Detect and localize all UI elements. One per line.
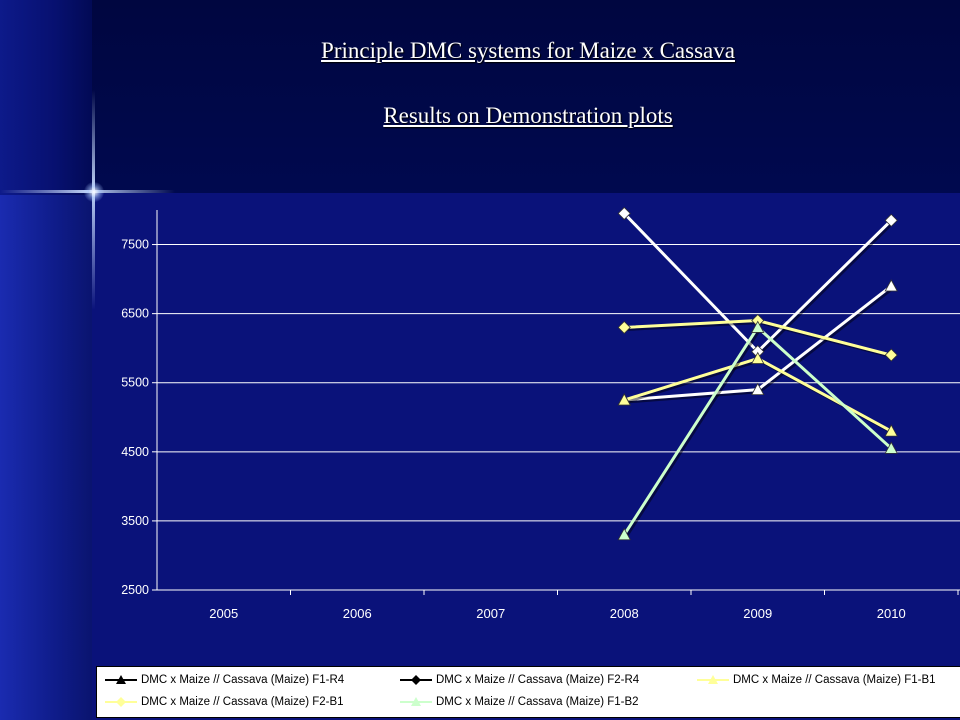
legend-swatch-4	[400, 697, 432, 706]
series-3-point-3	[617, 320, 631, 335]
slide-title: Principle DMC systems for Maize x Cassav…	[321, 38, 735, 63]
series-2-point-3	[617, 393, 631, 406]
series-4-point-4	[751, 320, 765, 333]
legend-swatch-2	[697, 675, 729, 684]
series-0-point-5	[884, 279, 898, 292]
ytick-label-2: 4500	[121, 445, 149, 459]
series-1-point-5	[884, 213, 898, 227]
series-shadow-1	[625, 214, 895, 356]
series-1-point-3	[617, 206, 631, 221]
line-chart: 2500 3500 4500 5500 6500 7500 2005 2006 2007 2008…	[121, 206, 960, 621]
plot-background	[92, 193, 960, 720]
xtick-label-1: 2006	[343, 606, 372, 621]
legend-swatch-0	[105, 675, 137, 684]
background-left-top	[0, 0, 92, 195]
series-4-point-3	[617, 527, 631, 541]
grid-lines	[157, 244, 960, 522]
xtick-label-2: 2007	[476, 606, 505, 621]
series-0-point-4	[751, 382, 765, 396]
series-2-point-5	[884, 424, 898, 437]
series-markers	[617, 206, 898, 541]
slide-subtitle: Results on Demonstration plots	[383, 103, 673, 128]
legend-label-3: DMC x Maize // Cassava (Maize) F2-B1	[141, 696, 344, 708]
legend-swatch-1	[400, 675, 432, 685]
xtick-label-5: 2010	[877, 606, 906, 621]
ytick-label-4: 6500	[121, 307, 149, 321]
xtick-label-3: 2008	[610, 606, 639, 621]
legend-swatch-3	[105, 697, 137, 707]
legend-label-1: DMC x Maize // Cassava (Maize) F2-R4	[436, 674, 640, 686]
ytick-label-5: 7500	[121, 238, 149, 252]
series-lines	[622, 212, 895, 538]
legend-label-2: DMC x Maize // Cassava (Maize) F1-B1	[733, 674, 936, 686]
series-2-point-4	[751, 351, 765, 364]
ytick-label-0: 2500	[121, 583, 149, 597]
series-3-point-5	[884, 348, 898, 362]
ytick-label-3: 5500	[121, 376, 149, 390]
light-flare-core	[84, 182, 104, 202]
background-top	[0, 0, 960, 195]
series-4-point-5	[884, 441, 898, 454]
xtick-label-4: 2009	[743, 606, 772, 621]
xtick-label-0: 2005	[209, 606, 238, 621]
axes: 2500 3500 4500 5500 6500 7500 2005 2006 2007 2008…	[121, 210, 960, 621]
ytick-label-1: 3500	[121, 514, 149, 528]
chart-legend: DMC x Maize // Cassava (Maize) F1-R4 DMC …	[96, 666, 960, 718]
legend-label-4: DMC x Maize // Cassava (Maize) F1-B2	[436, 696, 639, 708]
legend-label-0: DMC x Maize // Cassava (Maize) F1-R4	[141, 674, 345, 686]
